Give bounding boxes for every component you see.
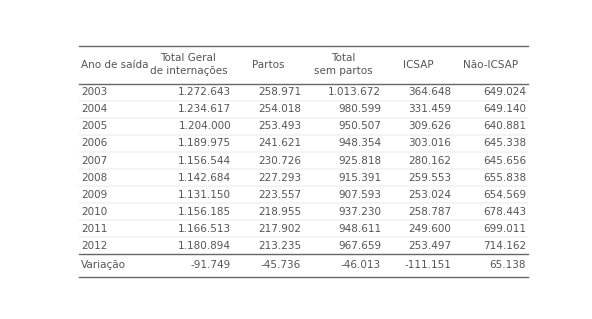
Text: 2012: 2012 (81, 241, 107, 251)
Text: 218.955: 218.955 (258, 207, 301, 217)
Text: 937.230: 937.230 (338, 207, 381, 217)
Text: 714.162: 714.162 (483, 241, 526, 251)
Text: 2008: 2008 (81, 173, 107, 182)
Text: 65.138: 65.138 (490, 261, 526, 271)
Text: 253.024: 253.024 (408, 190, 451, 200)
Text: 2006: 2006 (81, 138, 107, 148)
Text: -91.749: -91.749 (191, 261, 231, 271)
Text: Ano de saída: Ano de saída (81, 60, 149, 70)
Text: 925.818: 925.818 (338, 156, 381, 166)
Text: 950.507: 950.507 (338, 122, 381, 131)
Text: 980.599: 980.599 (338, 104, 381, 114)
Text: Partos: Partos (252, 60, 285, 70)
Text: 1.142.684: 1.142.684 (178, 173, 231, 182)
Text: 254.018: 254.018 (258, 104, 301, 114)
Text: 948.354: 948.354 (338, 138, 381, 148)
Text: 303.016: 303.016 (408, 138, 451, 148)
Text: 654.569: 654.569 (483, 190, 526, 200)
Text: 640.881: 640.881 (483, 122, 526, 131)
Text: 967.659: 967.659 (338, 241, 381, 251)
Text: 1.272.643: 1.272.643 (178, 87, 231, 97)
Text: 2007: 2007 (81, 156, 107, 166)
Text: 259.553: 259.553 (408, 173, 451, 182)
Text: Não-ICSAP: Não-ICSAP (463, 60, 519, 70)
Text: 253.497: 253.497 (408, 241, 451, 251)
Text: 258.787: 258.787 (408, 207, 451, 217)
Text: 253.493: 253.493 (258, 122, 301, 131)
Text: 2009: 2009 (81, 190, 107, 200)
Text: 645.656: 645.656 (483, 156, 526, 166)
Text: 258.971: 258.971 (258, 87, 301, 97)
Text: ICSAP: ICSAP (403, 60, 433, 70)
Text: 364.648: 364.648 (408, 87, 451, 97)
Text: 907.593: 907.593 (338, 190, 381, 200)
Text: 241.621: 241.621 (258, 138, 301, 148)
Text: 280.162: 280.162 (408, 156, 451, 166)
Text: 1.204.000: 1.204.000 (179, 122, 231, 131)
Text: -46.013: -46.013 (341, 261, 381, 271)
Text: 655.838: 655.838 (483, 173, 526, 182)
Text: 645.338: 645.338 (483, 138, 526, 148)
Text: -45.736: -45.736 (261, 261, 301, 271)
Text: 309.626: 309.626 (408, 122, 451, 131)
Text: 2010: 2010 (81, 207, 107, 217)
Text: 331.459: 331.459 (408, 104, 451, 114)
Text: 2005: 2005 (81, 122, 107, 131)
Text: 2004: 2004 (81, 104, 107, 114)
Text: 1.156.544: 1.156.544 (178, 156, 231, 166)
Text: 649.024: 649.024 (483, 87, 526, 97)
Text: 249.600: 249.600 (408, 224, 451, 234)
Text: 1.166.513: 1.166.513 (178, 224, 231, 234)
Text: 1.131.150: 1.131.150 (178, 190, 231, 200)
Text: 915.391: 915.391 (338, 173, 381, 182)
Text: 948.611: 948.611 (338, 224, 381, 234)
Text: 699.011: 699.011 (483, 224, 526, 234)
Text: 649.140: 649.140 (483, 104, 526, 114)
Text: 223.557: 223.557 (258, 190, 301, 200)
Text: 2011: 2011 (81, 224, 107, 234)
Text: 1.234.617: 1.234.617 (178, 104, 231, 114)
Text: -111.151: -111.151 (404, 261, 451, 271)
Text: 230.726: 230.726 (258, 156, 301, 166)
Text: 213.235: 213.235 (258, 241, 301, 251)
Text: 1.180.894: 1.180.894 (178, 241, 231, 251)
Text: 2003: 2003 (81, 87, 107, 97)
Text: Total Geral
de internações: Total Geral de internações (150, 54, 227, 76)
Text: 1.013.672: 1.013.672 (328, 87, 381, 97)
Text: 1.156.185: 1.156.185 (178, 207, 231, 217)
Text: 678.443: 678.443 (483, 207, 526, 217)
Text: 227.293: 227.293 (258, 173, 301, 182)
Text: Variação: Variação (81, 261, 126, 271)
Text: 1.189.975: 1.189.975 (178, 138, 231, 148)
Text: Total
sem partos: Total sem partos (314, 54, 373, 76)
Text: 217.902: 217.902 (258, 224, 301, 234)
